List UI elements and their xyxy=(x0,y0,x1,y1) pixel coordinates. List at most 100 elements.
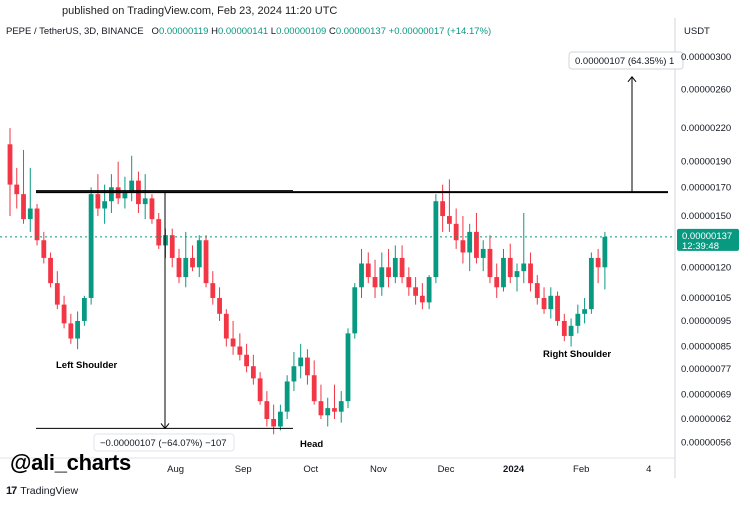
symbol-legend[interactable]: PEPE / TetherUS, 3D, BINANCE O0.00000119… xyxy=(6,26,491,37)
y-axis: 0.00000300 0.00000260 0.00000220 0.00000190… xyxy=(677,52,739,448)
candle-body xyxy=(264,401,270,419)
candle-body xyxy=(501,257,506,288)
candle-body xyxy=(244,354,249,367)
candle-body xyxy=(129,180,135,192)
x-tick-label: Oct xyxy=(303,464,318,475)
ohlc-open-label: O xyxy=(151,26,159,37)
y-tick-label: 0.00000260 xyxy=(681,85,731,96)
candle-body xyxy=(68,323,74,339)
candle-body xyxy=(386,267,391,278)
candle-body xyxy=(392,257,398,278)
candle-body xyxy=(521,263,527,272)
candle-body xyxy=(453,223,459,241)
candle-body xyxy=(203,240,209,284)
y-tick-label: 0.00000300 xyxy=(681,52,731,63)
candle-body xyxy=(81,297,87,321)
candle-body xyxy=(291,366,297,382)
x-tick-label: Nov xyxy=(370,464,387,475)
candle-body xyxy=(588,257,594,310)
candle-body xyxy=(142,198,148,205)
x-tick-label: 4 xyxy=(646,464,651,475)
candle-body xyxy=(332,408,337,412)
candle-body xyxy=(61,304,67,324)
candle-body xyxy=(325,408,331,416)
candle-body xyxy=(507,257,513,278)
left-shoulder-label: Left Shoulder xyxy=(56,360,118,371)
candle-body xyxy=(426,277,432,303)
candle-body xyxy=(149,198,155,220)
candle-body xyxy=(237,346,243,355)
candle-body xyxy=(575,313,581,326)
drop-label-box xyxy=(93,433,235,452)
y-tick-label: 0.00000105 xyxy=(681,293,731,304)
ohlc-close-label: C xyxy=(328,26,336,37)
candle-body xyxy=(48,257,53,284)
ohlc-high-label: H xyxy=(211,26,218,37)
candle-body xyxy=(413,287,418,296)
candle-body xyxy=(284,381,290,412)
candle-body xyxy=(352,287,358,334)
candle-body xyxy=(109,187,114,202)
x-tick-label: Sep xyxy=(235,464,252,475)
y-tick-label: 0.00000077 xyxy=(681,364,731,375)
y-tick-label: 0.00000062 xyxy=(681,414,731,425)
y-tick-label: 0.00000056 xyxy=(681,437,731,448)
candle-body xyxy=(298,357,304,367)
candle-body xyxy=(88,194,94,298)
candle-body xyxy=(359,263,364,288)
candle-body xyxy=(196,240,202,268)
candle-body xyxy=(582,309,587,314)
candle-body xyxy=(14,184,20,195)
candle-body xyxy=(278,411,283,427)
candle-body xyxy=(534,283,540,298)
x-tick-label: Dec xyxy=(438,464,455,475)
candle-body xyxy=(41,240,47,258)
candle-body xyxy=(34,208,40,241)
drop-label: −0.00000107 (−64.07%) −107 xyxy=(100,438,227,449)
annotations-layer: 0.00000107 (64.35%) 1 −0.00000107 (−64.07… xyxy=(0,51,684,452)
y-tick-label: 0.00000095 xyxy=(681,316,731,327)
target-arrowhead xyxy=(627,76,637,83)
last-price-value: 0.00000137 xyxy=(682,231,732,242)
candle-body xyxy=(487,248,493,278)
candle-body xyxy=(555,295,560,321)
last-price-countdown: 12:39:48 xyxy=(682,241,719,252)
currency-label[interactable]: USDT xyxy=(684,26,710,37)
candle-body xyxy=(447,216,452,224)
target-label-box xyxy=(568,51,684,70)
candle-body xyxy=(102,201,108,209)
candle-body xyxy=(595,257,601,268)
candle-body xyxy=(257,378,263,402)
x-axis: Aug Sep Oct Nov Dec 2024 Feb 4 xyxy=(167,464,651,475)
ohlc-open: 0.00000119 xyxy=(158,26,209,37)
candle-body xyxy=(399,257,405,278)
tradingview-mark-icon: 17 xyxy=(6,485,17,497)
candle-body xyxy=(311,375,317,402)
x-tick-label: 2024 xyxy=(503,464,525,475)
candle-body xyxy=(54,283,60,305)
published-info: published on TradingView.com, Feb 23, 20… xyxy=(62,5,338,17)
tradingview-brand: TradingView xyxy=(20,485,79,497)
tradingview-logo[interactable]: 17 TradingView xyxy=(6,485,78,497)
candle-body xyxy=(95,194,101,209)
candle-body xyxy=(122,191,128,199)
candle-body xyxy=(176,257,182,278)
ohlc-low: 0.00000109 xyxy=(276,26,327,37)
candle-body xyxy=(568,325,574,336)
y-tick-label: 0.00000150 xyxy=(681,211,731,222)
x-tick-label: Aug xyxy=(167,464,184,475)
candle-body xyxy=(305,357,310,376)
ohlc-high: 0.00000141 xyxy=(217,26,269,37)
head-label: Head xyxy=(300,439,323,450)
candle-body xyxy=(21,194,26,220)
candle-body xyxy=(561,320,567,336)
candle-body xyxy=(474,231,479,258)
candle-body xyxy=(528,263,533,284)
candle-body xyxy=(440,201,446,217)
candle-body xyxy=(494,277,500,288)
candle-body xyxy=(460,240,466,253)
right-shoulder-label: Right Shoulder xyxy=(543,349,611,360)
candle-body xyxy=(379,267,385,288)
candle-body xyxy=(250,366,256,379)
